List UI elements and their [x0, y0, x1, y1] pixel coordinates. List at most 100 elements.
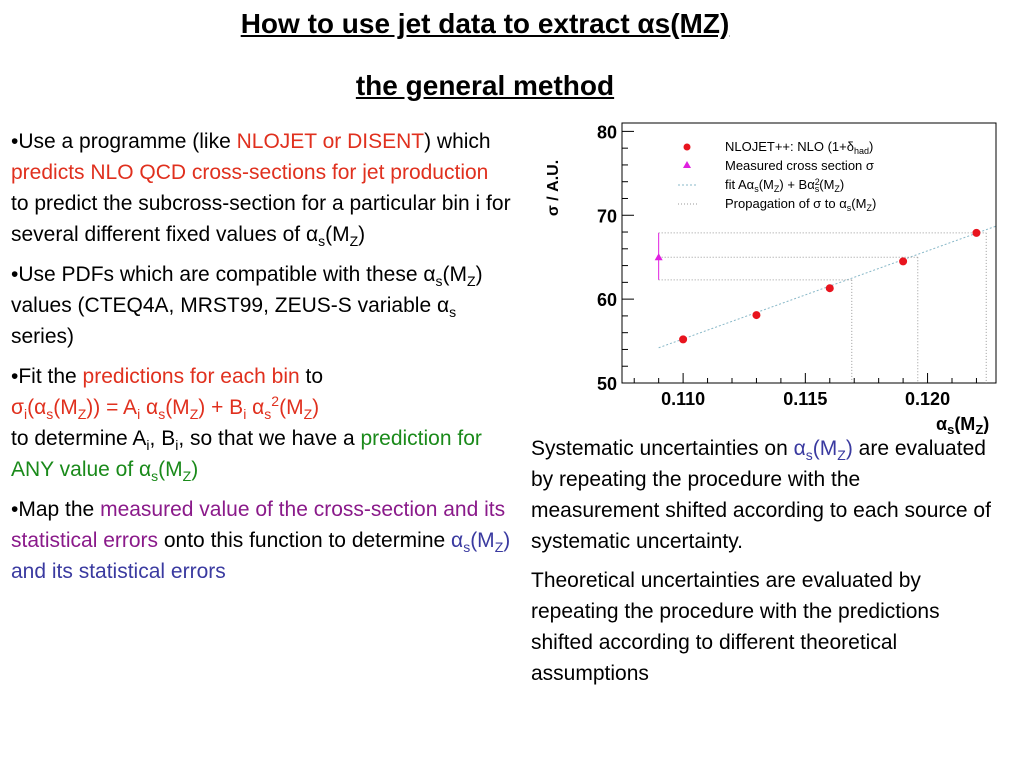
chart-guides	[658, 225, 997, 383]
legend-marker-measured	[683, 161, 691, 168]
nlojet-point-0	[679, 335, 688, 344]
bullet-1-text: to predict the subcross-section for a pa…	[11, 192, 511, 246]
note-text: Systematic uncertainties on	[531, 437, 794, 460]
formula-part: α	[246, 396, 265, 419]
nlojet-point-4	[972, 228, 981, 237]
formula-part: s	[264, 406, 272, 423]
y-tick-label-3: 80	[597, 122, 617, 142]
legend-entry-propagation: Propagation of σ to αs(MZ)	[725, 196, 876, 213]
formula-part: Z	[303, 406, 313, 423]
y-axis-label: σ / A.U.	[545, 160, 562, 216]
bullet-3-text: •Fit the	[11, 365, 83, 388]
formula-part: s	[158, 406, 166, 423]
bullet-1-programs: NLOJET or DISENT	[236, 130, 425, 153]
systematic-note: Systematic uncertainties on αs(MZ) are e…	[531, 433, 991, 557]
formula-part: s	[46, 406, 54, 423]
bullet-3-prediction: prediction for ANY value of αs(MZ)	[11, 427, 482, 485]
bullet-2-text: ) values (CTEQ4A, MRST99, ZEUS-S variabl…	[11, 263, 483, 317]
result-part: (M	[470, 529, 495, 552]
bullet-3-text: to determine A	[11, 427, 147, 450]
result-part: ) and its statistical errors	[11, 529, 511, 583]
subscript: s	[435, 273, 443, 290]
slide-title-line-1: How to use jet data to extract αs(MZ)	[240, 8, 730, 39]
plot-frame	[621, 122, 997, 384]
formula-part: σ	[11, 396, 24, 419]
y-tick-label-0: 50	[597, 374, 617, 394]
bullet-2-text: •Use PDFs which are compatible with thes…	[11, 263, 436, 286]
x-tick-label-0: 0.110	[661, 389, 705, 409]
formula-part: (M	[165, 396, 190, 419]
formula-part: 2	[271, 393, 280, 409]
formula-part: Z	[77, 406, 87, 423]
subscript: i	[146, 437, 150, 454]
formula-part: (M	[53, 396, 78, 419]
bullet-4-result: αs(MZ) and its statistical errors	[11, 529, 510, 583]
nlojet-point-1	[752, 311, 761, 320]
bullet-3-text: to	[299, 365, 324, 388]
bullet-2-text: series)	[11, 325, 75, 348]
prediction-part: s	[151, 468, 159, 485]
nlojet-point-3	[899, 257, 908, 266]
result-part: s	[463, 539, 471, 556]
fit-formula: σi(αs(MZ)) = Ai αs(MZ) + Bi αs2(MZ)	[11, 393, 320, 423]
bullet-list: •Use a programme (like NLOJET or DISENT)…	[11, 126, 511, 596]
bullet-1-text: (M	[325, 223, 350, 246]
x-axis-label: αs(MZ)	[936, 414, 989, 437]
formula-part: i	[243, 406, 247, 423]
uncertainty-notes: Systematic uncertainties on αs(MZ) are e…	[531, 433, 991, 697]
y-tick-label-1: 60	[597, 290, 617, 310]
bullet-1-text: •Use a programme (like	[11, 130, 237, 153]
bullet-4-highlight: measured value of the cross-section and …	[11, 498, 506, 552]
prediction-part: (M	[158, 458, 183, 481]
legend-marker-nlojet	[683, 143, 691, 151]
bullet-1-text: ) which	[424, 130, 491, 153]
formula-part: )) = A	[86, 396, 138, 419]
prediction-part: )	[191, 458, 199, 481]
bullet-2: •Use PDFs which are compatible with thes…	[11, 259, 511, 352]
bullet-3-text: , so that we have a	[178, 427, 361, 450]
bullet-3-text: , B	[149, 427, 176, 450]
prediction-part: prediction for ANY value of α	[11, 427, 482, 481]
legend-entry-nlojet: NLOJET++: NLO (1+δhad)	[725, 139, 873, 156]
bullet-4-text: •Map the	[11, 498, 101, 521]
note-text: are evaluated by repeating the procedure…	[531, 437, 991, 553]
formula-part: )	[312, 396, 320, 419]
subscript: i	[175, 437, 179, 454]
alpha-part: (M	[812, 437, 838, 460]
bullet-2-text: (M	[442, 263, 468, 286]
legend-entry-fit: fit Aαs(MZ) + Bα2 s(MZ)	[725, 177, 844, 194]
prediction-part: Z	[182, 468, 192, 485]
alpha-part: )	[845, 437, 853, 460]
formula-part: α	[140, 396, 159, 419]
nlojet-point-2	[825, 284, 834, 293]
y-tick-label-2: 70	[597, 206, 617, 226]
bullet-1-text: )	[358, 223, 366, 246]
bullet-4-text: onto this function to determine	[158, 529, 452, 552]
legend-entry-measured: Measured cross section σ	[725, 158, 874, 173]
chart-legend: NLOJET++: NLO (1+δhad) Measured cross se…	[678, 139, 876, 213]
alpha-part: Z	[837, 447, 846, 464]
note-alpha: αs(MZ)	[793, 437, 853, 464]
subscript: s	[449, 304, 457, 321]
bullet-3-highlight: predictions for each bin	[82, 365, 300, 388]
x-tick-label-1: 0.115	[783, 389, 827, 409]
alpha-part: α	[793, 437, 806, 460]
formula-part: (α	[27, 396, 47, 419]
subscript: Z	[349, 233, 359, 250]
bullet-4: •Map the measured value of the cross-sec…	[11, 494, 511, 587]
formula-part: i	[137, 406, 141, 423]
slide-title-line-2: the general method	[355, 70, 615, 101]
formula-part: (M	[279, 396, 304, 419]
bullet-1-highlight: predicts NLO QCD cross-sections for jet …	[11, 161, 489, 184]
formula-part: i	[23, 406, 28, 423]
measurement-point	[654, 253, 663, 261]
chart-marks	[654, 228, 981, 344]
bullet-3: •Fit the predictions for each bin to σi(α…	[11, 361, 511, 485]
x-tick-label-2: 0.120	[905, 389, 950, 409]
formula-part: Z	[189, 406, 199, 423]
chart-axes: 50 60 70 80 0.110 0.115 0.120	[597, 122, 977, 409]
result-part: Z	[494, 539, 504, 556]
subscript: s	[318, 233, 326, 250]
theoretical-note: Theoretical uncertainties are evaluated …	[531, 569, 940, 685]
